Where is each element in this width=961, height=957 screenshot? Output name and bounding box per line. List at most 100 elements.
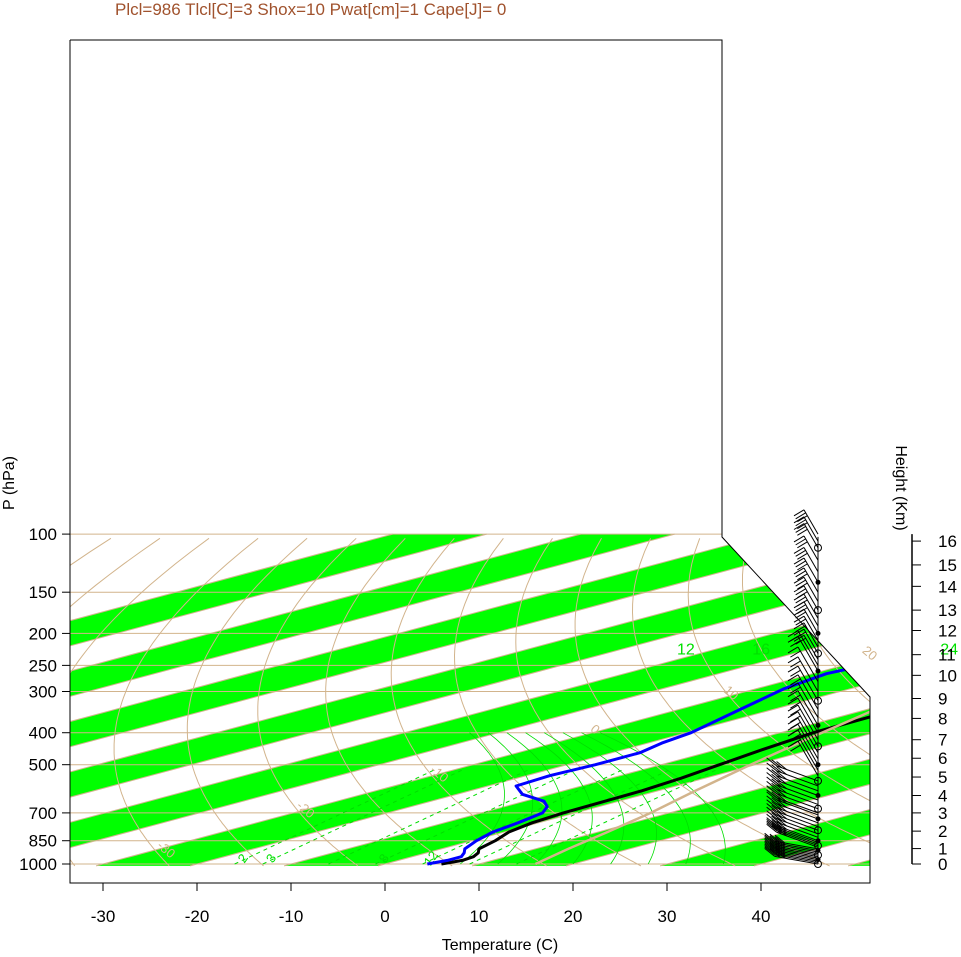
wind-barb: [776, 797, 819, 814]
wind-barb-feather: [787, 690, 799, 698]
wind-barb-feather: [793, 509, 805, 517]
wind-barb-feather: [776, 784, 787, 794]
wind-barb-feather: [795, 560, 806, 568]
isotherm-line: [70, 533, 870, 867]
wind-barb: [797, 682, 819, 718]
wind-barb-feather: [787, 682, 799, 690]
wind-barb: [803, 622, 819, 648]
wind-barb-feather: [797, 515, 808, 523]
wind-station-marker: [814, 606, 822, 615]
wind-barb-feather: [797, 528, 808, 536]
wind-barb-feather: [766, 762, 777, 772]
wind-barb: [803, 585, 819, 611]
wind-barb-feather: [795, 618, 806, 626]
wind-barb-feather: [769, 833, 781, 843]
wind-barb-feather: [793, 567, 805, 575]
temperature-band: [70, 534, 870, 866]
moist-adiabat-line: [581, 732, 691, 865]
wind-barb: [803, 535, 819, 561]
wind-barb-feather: [797, 541, 808, 549]
wind-barb: [797, 735, 819, 771]
wind-barb-feather: [766, 817, 777, 827]
wind-station-marker: [815, 762, 821, 768]
height-tick-label: 9: [938, 689, 947, 708]
wind-barb: [803, 628, 819, 654]
wind-barb-feather: [771, 801, 782, 810]
wind-barb-feather: [793, 523, 805, 530]
wind-station-marker: [815, 816, 821, 822]
wind-barb-feather: [790, 678, 801, 686]
wind-barb: [797, 665, 819, 701]
wind-barb: [803, 635, 819, 660]
wind-barb: [776, 828, 819, 845]
wind-barb-feather: [771, 778, 782, 788]
wind-barb: [776, 825, 819, 842]
parcel-profile: [534, 538, 870, 866]
wind-barb: [776, 784, 819, 801]
isotherm-label: 20: [860, 643, 881, 664]
wind-barb-feather: [764, 839, 775, 848]
temperature-band: [284, 534, 870, 866]
dry-adiabat-line: [113, 537, 259, 867]
wind-barb-feather: [790, 744, 801, 752]
isotherm-line: [70, 533, 487, 867]
wind-barb: [797, 674, 819, 710]
wind-barb-feather: [797, 591, 808, 599]
x-tick-label: 20: [564, 907, 583, 926]
wind-barb: [776, 814, 819, 831]
wind-barb-feather: [793, 535, 805, 543]
wind-barb-feather: [795, 519, 806, 527]
wind-barb-feather: [790, 733, 801, 741]
wind-barb-feather: [776, 761, 787, 770]
wind-barb-feather: [771, 773, 782, 783]
wind-barb-feather: [771, 815, 782, 825]
wind-barb: [797, 697, 819, 733]
wind-barb-feather: [771, 764, 782, 774]
height-tick-label: 16: [938, 532, 957, 551]
temperature-band: [70, 534, 487, 866]
y-tick-label: 200: [29, 624, 57, 643]
temperature-band: [70, 534, 863, 866]
wind-barb-feather: [787, 656, 799, 664]
wind-barb: [797, 711, 819, 747]
wind-barb: [776, 770, 819, 787]
wind-station-marker: [814, 742, 822, 751]
isotherm-line: [70, 533, 870, 867]
wind-station-marker: [815, 793, 821, 799]
wind-barb-feather: [790, 739, 801, 747]
wind-barb: [803, 615, 819, 641]
wind-barb: [803, 608, 819, 634]
wind-barb: [774, 840, 819, 850]
wind-barb-feather: [766, 818, 777, 828]
wind-barb-feather: [797, 522, 808, 530]
wind-barb-feather: [787, 674, 799, 682]
temperature-band: [472, 534, 870, 866]
wind-barb: [803, 509, 819, 535]
wind-station-marker: [815, 630, 821, 636]
height-tick-label: 14: [938, 577, 957, 596]
wind-barb-feather: [764, 846, 775, 856]
x-tick-label: 40: [752, 907, 771, 926]
wind-barb-feather: [795, 637, 806, 645]
height-tick-label: 11: [938, 646, 956, 665]
wind-barb-feather: [790, 721, 801, 729]
moist-adiabat-line: [459, 732, 505, 865]
height-axis-title: Height (Km): [892, 445, 909, 530]
wind-barb-feather: [790, 708, 801, 716]
wind-barb-feather: [771, 797, 782, 807]
wind-barb: [774, 851, 819, 861]
wind-barb-feather: [790, 701, 801, 709]
dry-adiabat-line: [325, 537, 453, 867]
wind-barb: [774, 854, 819, 864]
wind-barb-feather: [766, 795, 777, 805]
y-axis-title: P (hPa): [1, 456, 18, 510]
wind-barb: [774, 843, 819, 853]
wind-barb-feather: [764, 834, 775, 844]
x-axis-title: Temperature (C): [442, 937, 558, 954]
wind-barb: [803, 601, 819, 627]
wind-barb-feather: [764, 836, 775, 845]
wind-barb-feather: [766, 791, 777, 801]
wind-barb-feather: [795, 625, 806, 633]
x-tick-label: 10: [470, 907, 489, 926]
wind-barb-feather: [776, 788, 787, 798]
